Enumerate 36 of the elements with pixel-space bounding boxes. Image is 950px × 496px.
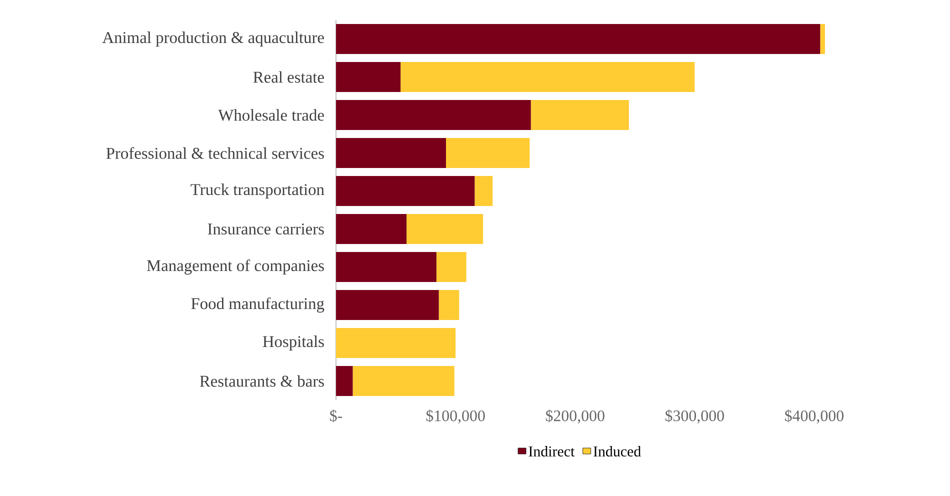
x-tick-label: $- — [330, 410, 342, 422]
x-tick-label: $400,000 — [785, 410, 844, 424]
bar — [336, 290, 439, 320]
x-tick-label: $100,000 — [426, 410, 485, 424]
y-tick-label: Animal production & aquaculture — [102, 32, 324, 46]
bar — [438, 290, 460, 320]
y-tick-label: Wholesale trade — [218, 109, 324, 121]
bar — [436, 252, 466, 282]
legend-label: Induced — [594, 446, 641, 456]
bar — [474, 176, 493, 206]
y-tick-label: Truck transportation — [190, 184, 324, 198]
bar — [336, 24, 820, 54]
y-tick-label: Real estate — [253, 71, 324, 83]
bar — [406, 214, 484, 244]
y-tick-label: Food manufacturing — [191, 297, 324, 313]
y-tick-label: Insurance carriers — [208, 223, 324, 235]
bar — [530, 100, 629, 130]
y-tick-label: Management of companies — [146, 259, 324, 275]
bar — [336, 138, 446, 168]
bar — [352, 366, 454, 396]
legend-label: Indirect — [528, 446, 575, 456]
bar — [336, 328, 456, 358]
bar — [336, 252, 436, 282]
bar — [336, 62, 401, 92]
y-tick-label: Hospitals — [262, 336, 324, 350]
x-tick-label: $300,000 — [665, 410, 724, 424]
bar — [446, 138, 530, 168]
bar — [336, 366, 353, 396]
x-tick-label: $200,000 — [546, 410, 604, 424]
bar — [336, 100, 531, 130]
bar — [400, 62, 695, 92]
bar — [820, 24, 825, 54]
y-tick-label: Restaurants & bars — [200, 375, 324, 387]
bar — [336, 176, 475, 206]
bar — [336, 214, 407, 244]
y-tick-label: Professional & technical services — [106, 147, 324, 159]
